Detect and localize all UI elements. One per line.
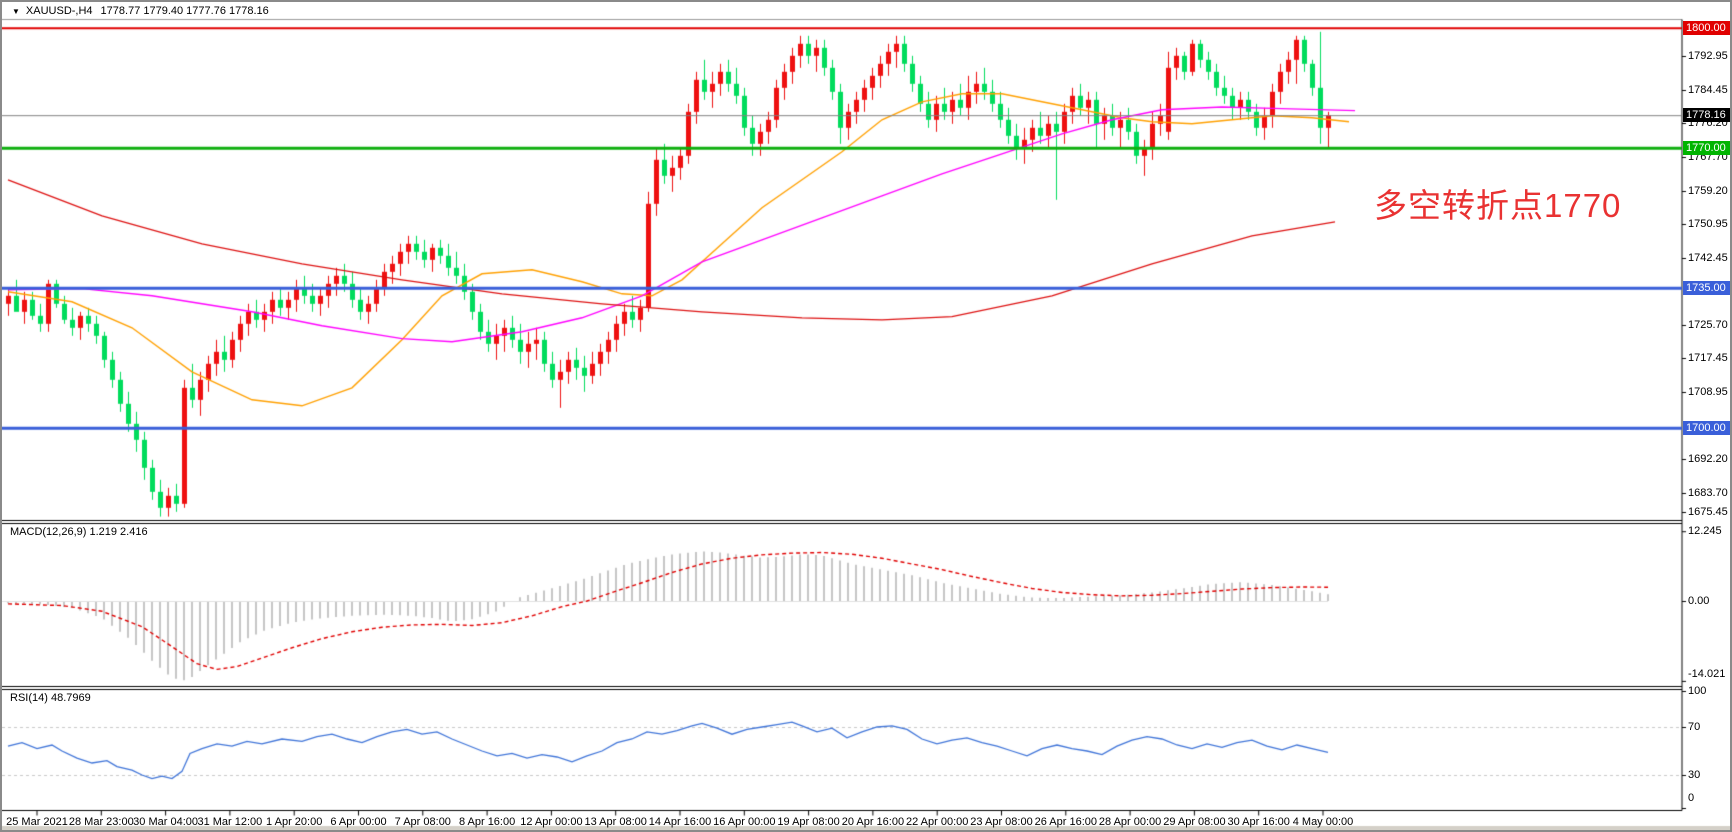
time-tick-label: 28 Mar 23:00 bbox=[68, 816, 134, 828]
macd-tick-label: 12.245 bbox=[1688, 525, 1722, 538]
chevron-down-icon[interactable]: ▼ bbox=[12, 6, 20, 16]
price-badge-1700-00: 1700.00 bbox=[1683, 420, 1730, 435]
time-tick-label: 6 Apr 00:00 bbox=[330, 816, 387, 828]
time-tick-label: 1 Apr 20:00 bbox=[266, 816, 323, 828]
ohlc-values: 1778.77 1779.40 1777.76 1778.16 bbox=[100, 5, 269, 17]
price-tick-label: 1750.95 bbox=[1688, 218, 1728, 230]
time-tick-label: 16 Apr 00:00 bbox=[713, 816, 776, 828]
price-tick-label: 1725.70 bbox=[1688, 319, 1728, 331]
rsi-tick-label: 70 bbox=[1688, 721, 1701, 733]
time-tick-label: 31 Mar 12:00 bbox=[197, 816, 263, 828]
time-tick-label: 28 Apr 00:00 bbox=[1098, 816, 1162, 828]
price-badge-1778-16: 1778.16 bbox=[1683, 108, 1730, 123]
time-tick-label: 12 Apr 00:00 bbox=[520, 816, 583, 828]
price-badge-1770-00: 1770.00 bbox=[1683, 140, 1730, 155]
price-badge-1800-00: 1800.00 bbox=[1683, 20, 1730, 35]
symbol-timeframe-label: XAUUSD-,H4 bbox=[25, 5, 93, 17]
time-tick-label: 25 Mar 2021 bbox=[6, 816, 68, 828]
price-tick-label: 1792.95 bbox=[1688, 50, 1728, 62]
time-tick-label: 19 Apr 08:00 bbox=[777, 816, 840, 828]
rsi-tick-label: 30 bbox=[1688, 769, 1701, 781]
time-tick-label: 8 Apr 16:00 bbox=[458, 816, 516, 828]
time-tick-label: 7 Apr 08:00 bbox=[394, 816, 451, 828]
macd-tick-label: -14.021 bbox=[1688, 668, 1726, 680]
time-tick-label: 20 Apr 16:00 bbox=[841, 816, 905, 828]
price-tick-label: 1683.70 bbox=[1688, 487, 1728, 499]
price-annotation: 多空转折点1770 bbox=[1374, 187, 1622, 224]
time-tick-label: 30 Mar 04:00 bbox=[133, 816, 199, 828]
price-tick-label: 1692.20 bbox=[1688, 453, 1728, 465]
rsi-tick-label: 100 bbox=[1688, 685, 1707, 697]
price-tick-label: 1717.45 bbox=[1688, 352, 1728, 364]
time-tick-label: 14 Apr 16:00 bbox=[648, 816, 712, 828]
price-tick-label: 1708.95 bbox=[1688, 386, 1728, 398]
price-tick-label: 1784.45 bbox=[1688, 84, 1728, 96]
time-tick-label: 26 Apr 16:00 bbox=[1034, 816, 1097, 828]
price-badge-1735-00: 1735.00 bbox=[1683, 280, 1730, 295]
price-tick-label: 1742.45 bbox=[1688, 252, 1728, 264]
price-tick-label: 1675.45 bbox=[1688, 506, 1728, 518]
rsi-tick-label: 0 bbox=[1688, 792, 1695, 804]
time-tick-label: 13 Apr 08:00 bbox=[584, 816, 647, 828]
time-tick-label: 23 Apr 08:00 bbox=[970, 816, 1033, 828]
time-tick-label: 29 Apr 08:00 bbox=[1163, 816, 1226, 828]
rsi-panel-title: RSI(14) 48.7969 bbox=[10, 692, 91, 704]
time-tick-label: 4 May 00:00 bbox=[1292, 816, 1354, 828]
macd-panel-title: MACD(12,26,9) 1.219 2.416 bbox=[10, 526, 148, 538]
price-tick-label: 1759.20 bbox=[1688, 185, 1728, 197]
symbol-bar: ▼ XAUUSD-,H4 1778.77 1779.40 1777.76 177… bbox=[12, 4, 269, 18]
time-tick-label: 30 Apr 16:00 bbox=[1227, 816, 1290, 828]
macd-tick-label: 0.00 bbox=[1688, 595, 1710, 607]
time-tick-label: 22 Apr 00:00 bbox=[905, 816, 969, 828]
